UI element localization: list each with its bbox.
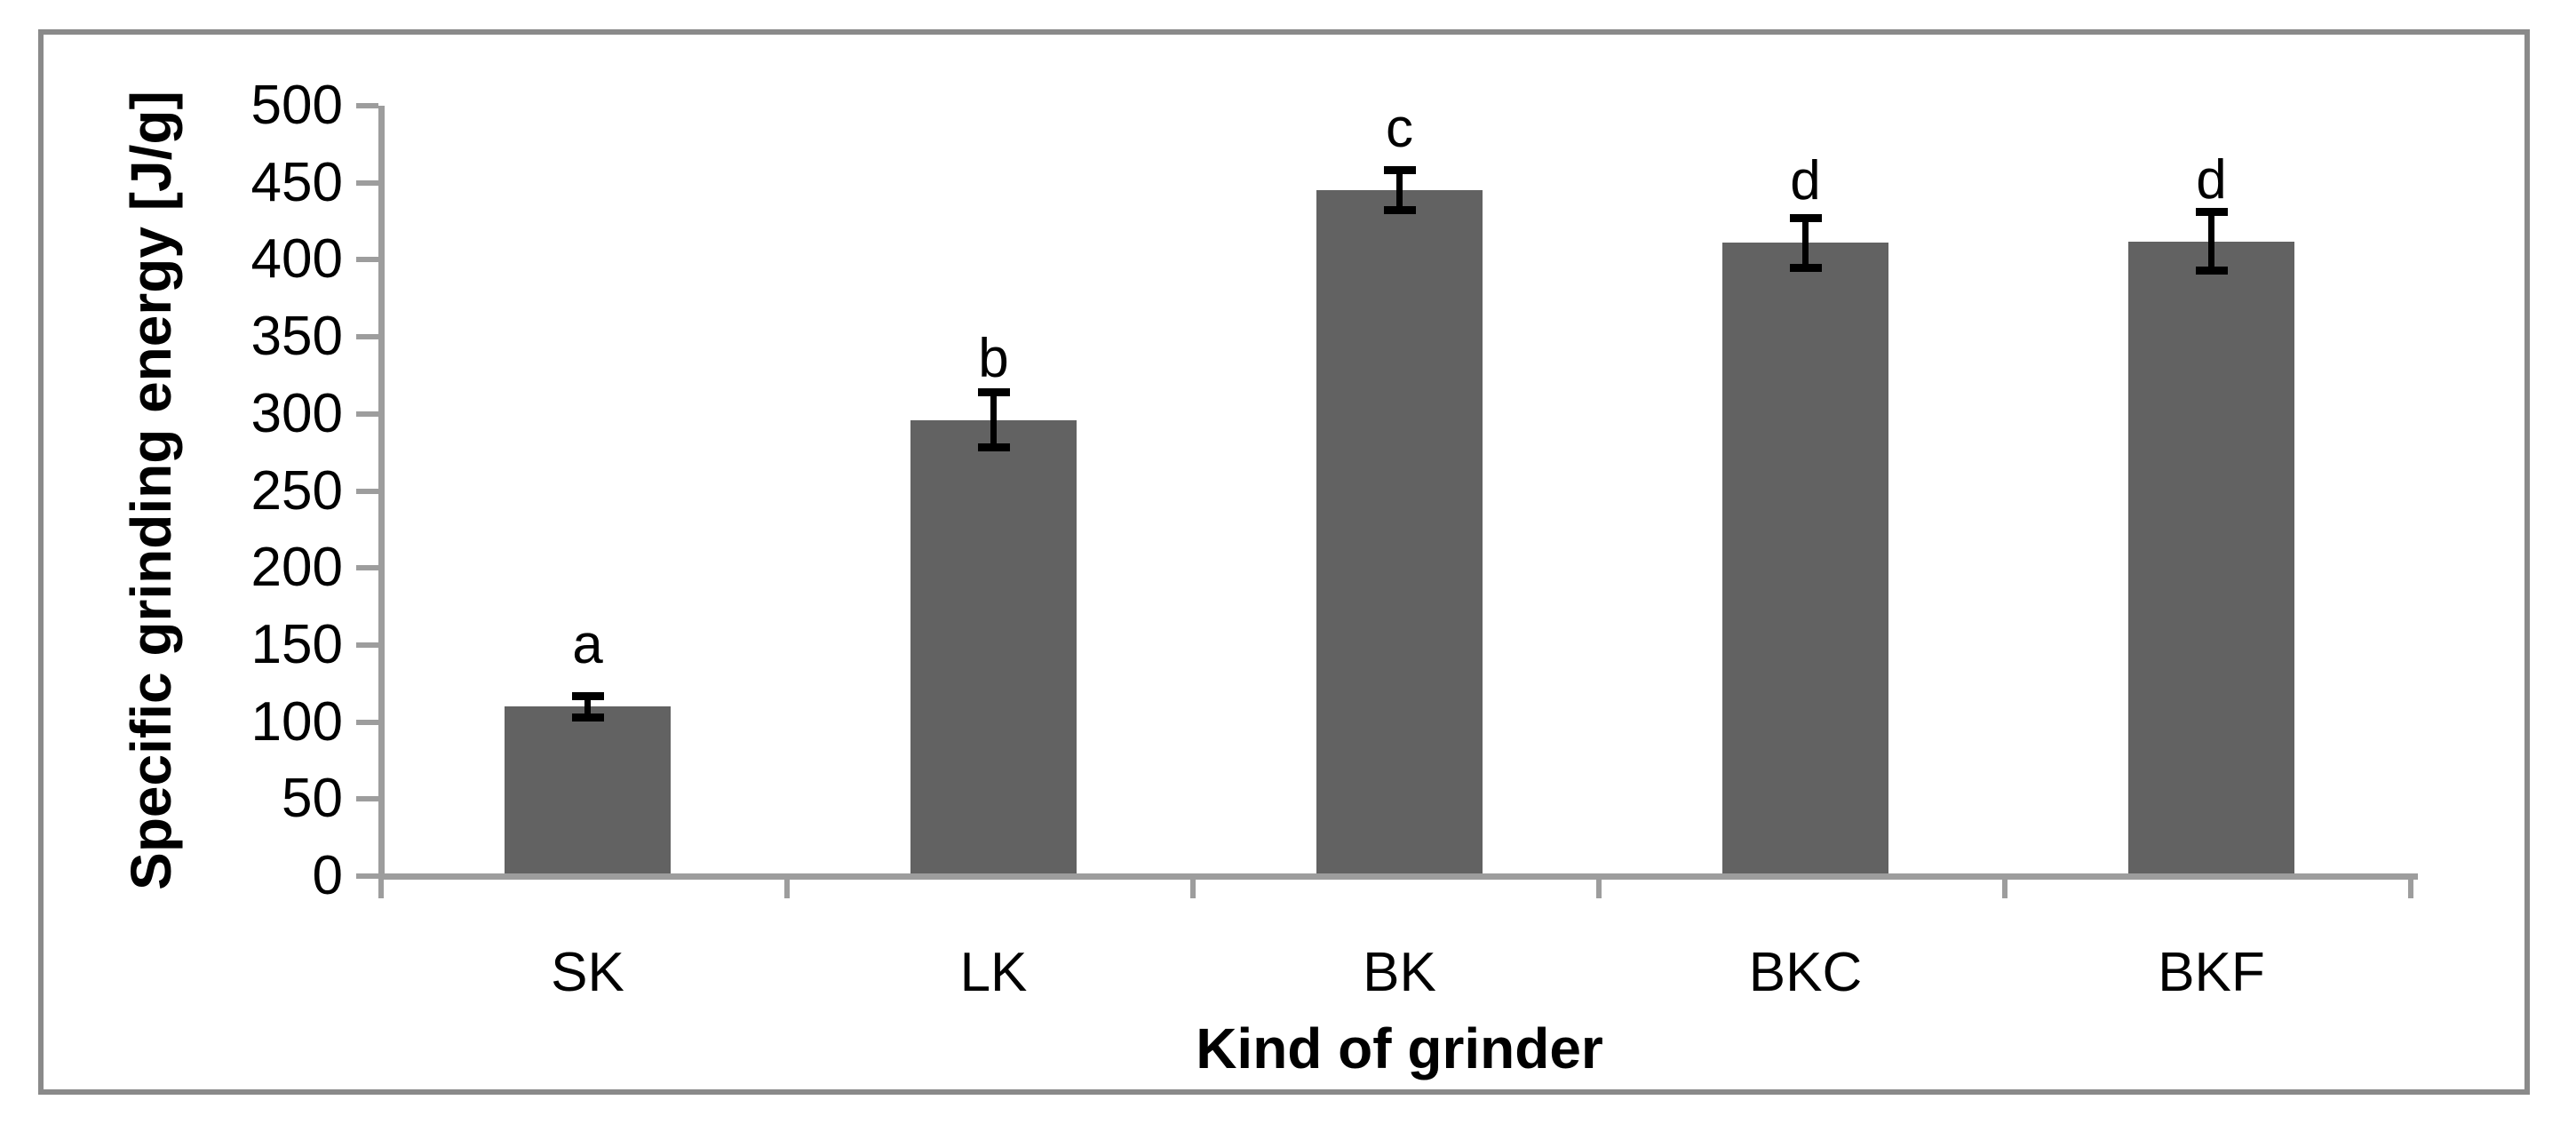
x-tick-label-BKC: BKC	[1748, 942, 1863, 1003]
error-bar-top-cap-SK	[571, 691, 604, 700]
x-axis-title: Kind of grinder	[1196, 1016, 1603, 1080]
error-bar-bottom-cap-LK	[977, 443, 1010, 452]
y-axis-tick	[356, 796, 378, 802]
error-bar-line-LK	[990, 392, 997, 448]
x-axis-tick	[1190, 880, 1196, 898]
y-axis-tick-label: 100	[250, 690, 343, 753]
error-bar-top-cap-BKC	[1789, 214, 1822, 223]
y-axis-tick	[356, 334, 378, 340]
x-axis-tick	[2408, 880, 2413, 898]
y-axis-tick	[356, 411, 378, 417]
bar-BKF	[2128, 241, 2294, 876]
significance-letter-LK: b	[978, 327, 1009, 389]
y-axis-tick	[356, 103, 378, 108]
y-axis-tick	[356, 719, 378, 725]
y-axis-tick-label: 0	[312, 845, 343, 906]
y-axis-tick-label: 400	[250, 228, 343, 291]
x-tick-label-LK: LK	[959, 942, 1028, 1003]
error-bar-line-SK	[584, 696, 591, 718]
y-axis-tick	[356, 565, 378, 571]
y-axis-tick-label: 350	[250, 306, 343, 368]
y-axis-tick-label: 150	[250, 613, 343, 675]
error-bar-line-BKC	[1802, 218, 1809, 268]
y-axis-tick	[356, 873, 378, 879]
significance-letter-SK: a	[572, 614, 603, 676]
x-tick-label-SK: SK	[551, 942, 624, 1003]
bar-SK	[505, 706, 671, 876]
significance-letter-BK: c	[1386, 98, 1413, 160]
error-bar-bottom-cap-BK	[1383, 206, 1416, 215]
bar-BKC	[1722, 243, 1888, 876]
x-tick-label-BKF: BKF	[2158, 942, 2265, 1003]
x-axis-line	[378, 873, 2418, 880]
y-axis-tick-label: 250	[250, 459, 343, 522]
error-bar-top-cap-BK	[1383, 166, 1416, 175]
y-axis-tick-label: 500	[250, 75, 343, 136]
y-axis-line	[378, 106, 385, 880]
chart-frame	[38, 29, 2530, 1095]
x-axis-tick	[2002, 880, 2008, 898]
y-axis-tick-label: 450	[250, 151, 343, 213]
y-axis-tick	[356, 642, 378, 648]
error-bar-bottom-cap-BKC	[1789, 263, 1822, 272]
error-bar-bottom-cap-SK	[571, 713, 604, 721]
x-tick-label-BK: BK	[1363, 942, 1436, 1003]
y-axis-tick-label: 50	[282, 768, 343, 830]
x-axis-tick	[1596, 880, 1602, 898]
bar-BK	[1316, 190, 1483, 876]
error-bar-line-BK	[1396, 170, 1403, 211]
error-bar-top-cap-LK	[977, 388, 1010, 397]
significance-letter-BKC: d	[1790, 150, 1821, 212]
y-axis-tick-label: 300	[250, 382, 343, 444]
x-axis-tick	[784, 880, 790, 898]
error-bar-top-cap-BKF	[2195, 208, 2228, 217]
significance-letter-BKF: d	[2196, 148, 2227, 211]
error-bar-bottom-cap-BKF	[2195, 267, 2228, 275]
y-axis-tick-label: 200	[250, 537, 343, 599]
error-bar-line-BKF	[2208, 211, 2214, 271]
y-axis-tick	[356, 257, 378, 263]
bar-LK	[910, 419, 1077, 876]
x-axis-tick	[378, 880, 384, 898]
y-axis-tick	[356, 179, 378, 186]
y-axis-tick	[356, 488, 378, 494]
